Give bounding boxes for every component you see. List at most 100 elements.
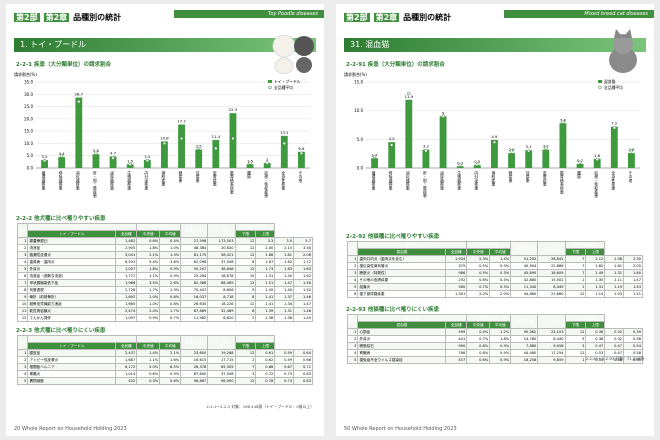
table-cell: 2.10 <box>274 244 295 252</box>
bar <box>298 151 305 168</box>
table: 順位 請求割合 年間診療費 最頻値年齢 オッズ比 95%信頼区間 トイ・プードル 全品種 中央値… <box>16 335 313 385</box>
x-tick-label: 生殖器疾患 <box>457 170 463 190</box>
average-marker <box>231 136 235 141</box>
average-marker <box>441 114 445 119</box>
x-tick-label: 耳疾患 <box>525 170 531 183</box>
table-cell: 5 <box>346 283 359 291</box>
header-cell: 下限 <box>564 248 587 256</box>
x-tick-label: 泌尿器疾患 <box>109 170 115 190</box>
table-cell: 2 <box>346 262 359 270</box>
table-cell: 0.72 <box>255 370 276 378</box>
table-cell: 2 <box>234 356 257 364</box>
header-cell: 全品種 <box>445 321 468 329</box>
table-cell: 12 <box>564 349 587 357</box>
table-cell: てんかん発作 <box>27 314 117 322</box>
table-cell: 8,820 <box>207 314 236 322</box>
table-cell: 16,037 <box>180 293 209 301</box>
table-cell: 1.62 <box>293 272 313 280</box>
table-cell: 膿皮症 <box>27 349 117 357</box>
table-cell: 0.73 <box>274 370 295 378</box>
value-label: 4.9 <box>491 134 498 139</box>
table-cell: 580 <box>445 283 468 291</box>
value-label: 7.5 <box>196 144 203 149</box>
value-label: 1.7 <box>372 152 379 157</box>
table-cell: 5.4% <box>136 258 161 266</box>
header-cell: 最頻値年齢 <box>510 241 539 256</box>
table-cell: 1,727 <box>115 272 138 280</box>
x-tick-label: 生殖器疾患 <box>127 170 133 190</box>
table-cell: 1.82 <box>585 262 606 270</box>
bar <box>593 158 601 168</box>
x-tick-label: 肝・胆・膵疾患 <box>92 170 98 198</box>
table-cell: 1.63 <box>274 265 295 273</box>
header-row: 順位 請求割合 年間診療費 最頻値年齢 オッズ比 95%信頼区間 <box>346 241 643 256</box>
header-cell: 年間診療費 <box>466 241 512 249</box>
cat-body <box>609 47 637 73</box>
table-cell: 0.7% <box>159 314 182 322</box>
table-cell: 0.6% <box>466 342 491 350</box>
page: 第2部 第2章 品種別の統計 Mixed breed cat diseases 31. … <box>336 4 654 436</box>
table-cell: 1.3% <box>159 251 182 259</box>
table-cell: 1.86 <box>255 251 276 259</box>
table-cell: 12 <box>234 265 257 273</box>
table-cell: 胃腸炎 <box>27 370 117 378</box>
table-cell: 3.0 <box>274 237 295 245</box>
page-header: 第2部 第2章 品種別の統計 <box>344 12 455 23</box>
table-cell: 膝蓋骨脱臼 <box>27 237 117 245</box>
x-tick-label: 神経疾患 <box>161 170 167 186</box>
header-cell: 上限 <box>585 248 606 256</box>
table-cell: 37,008 <box>207 258 236 266</box>
table-cell: 990 <box>445 342 468 350</box>
header-cell: 混血猫 <box>357 321 447 329</box>
value-label: 5.6 <box>93 148 100 153</box>
average-marker <box>197 146 201 150</box>
header-cell: 順位 <box>16 223 29 238</box>
average-marker <box>475 162 479 167</box>
table-cell: 51,252 <box>510 255 539 263</box>
table-cell: 1 <box>564 356 587 364</box>
table-cell: 16,615 <box>180 356 209 364</box>
table-cell: 1.73 <box>255 265 276 273</box>
table-cell: 61,175 <box>180 251 209 259</box>
x-tick-label: 全身性疾患 <box>611 170 617 190</box>
value-label: 7.8 <box>560 117 567 122</box>
table-cell: 脂漏性皮膚炎 <box>27 251 117 259</box>
table-cell: 1,665 <box>115 300 138 308</box>
table-row: 1 膝蓋骨脱臼 1,482 0.6% 0.4% 27,598 173,503 12 3.3 3.0… <box>16 237 313 245</box>
header-row: 混血猫 全品種 中央値 平均値 下限 上限 <box>348 248 643 256</box>
x-tick-label: 肝・胆・膵疾患 <box>422 170 428 198</box>
header-cell: 最頻値年齢 <box>180 335 209 350</box>
table-cell: その他の皮膚疾患 <box>357 276 447 284</box>
average-marker <box>299 151 304 155</box>
table-cell: 87,869 <box>180 307 209 315</box>
value-label: 3.3 <box>144 154 151 159</box>
chart-title: 2-2-1 疾患（大分類単位）の請求割合 <box>16 62 111 68</box>
table-cell: 452 <box>115 377 138 385</box>
table-cell: 乾性角結膜炎 <box>27 307 117 315</box>
table-row: 7 甲状腺機能低下症 1,966 3.5% 2.6% 82,386 68,489 12 1.51… <box>16 279 313 287</box>
table-cell: 1.98 <box>604 255 625 263</box>
table-cell: 22,103 <box>537 328 566 336</box>
table-cell: 1.8% <box>136 265 161 273</box>
table-row: 4 その他の皮膚疾患 292 0.6% 0.4% 42,880 15,502 1 1.35 1.1… <box>346 276 643 284</box>
table-cell: 0.7% <box>466 335 491 343</box>
header-cell: 全品種 <box>445 248 468 256</box>
header-cell: 中央値 <box>136 342 161 350</box>
table: 順位 請求割合 年間診療費 最頻値年齢 オッズ比 95%信頼区間 混血猫 全品種 中央値 平均値 下… <box>346 314 643 364</box>
header-cell: 上限 <box>585 321 606 329</box>
page: 第2部 第2章 品種別の統計 Toy Poodle diseases 1. トイ・プード… <box>6 4 324 436</box>
table-cell: 0.47 <box>604 342 625 350</box>
header-cell: 下限 <box>234 230 257 238</box>
header-cell: 上限 <box>255 230 276 238</box>
average-marker <box>424 149 428 153</box>
table-cell: 22,886 <box>537 262 566 270</box>
table-cell: 1,014 <box>115 370 138 378</box>
table-cell: 心筋症 <box>357 328 447 336</box>
average-marker <box>407 91 411 96</box>
value-label: 11.9 <box>405 94 414 99</box>
table-cell: 0.4% <box>159 237 182 245</box>
table-title: 2-2-2 他犬種に比べ罹りやすい疾患 <box>16 216 106 222</box>
table-cell: 1,966 <box>115 279 138 287</box>
table-cell: 44,480 <box>510 349 539 357</box>
table-cell: 気管虚脱 <box>27 286 117 294</box>
